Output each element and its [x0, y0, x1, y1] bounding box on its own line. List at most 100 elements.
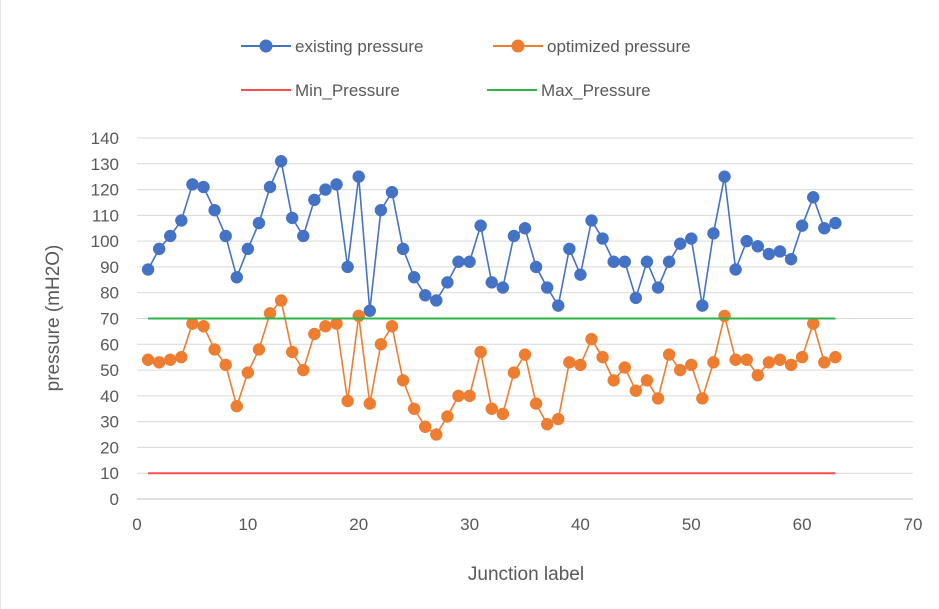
y-tick-label: 40 [100, 387, 119, 406]
data-point [152, 356, 166, 369]
data-point [751, 368, 765, 382]
data-point [629, 384, 643, 397]
data-point [784, 358, 798, 372]
data-point [274, 294, 288, 307]
data-point [640, 374, 654, 387]
data-point [396, 242, 410, 256]
data-point [463, 255, 476, 269]
data-point [629, 291, 643, 305]
data-point [806, 191, 820, 204]
data-point [662, 255, 676, 269]
series-existing-pressure [141, 154, 842, 318]
data-point [363, 304, 377, 318]
data-point [319, 319, 332, 333]
data-point [685, 358, 698, 372]
data-point [175, 350, 188, 364]
x-tick-label: 20 [349, 515, 368, 534]
y-axis-title: pressure (mH2O) [43, 245, 64, 392]
y-tick-label: 120 [91, 181, 119, 200]
data-point [230, 270, 244, 284]
data-point [795, 219, 809, 232]
y-tick-label: 70 [100, 310, 119, 329]
data-point [507, 229, 521, 243]
legend-label: optimized pressure [547, 37, 691, 56]
data-point [352, 170, 365, 183]
gridlines [137, 137, 913, 474]
data-point [507, 366, 521, 379]
legend-item: optimized pressure [493, 37, 691, 56]
series-layer [141, 154, 842, 475]
y-tick-label: 130 [91, 155, 119, 174]
data-point [208, 343, 221, 356]
data-point [740, 353, 753, 367]
data-point [285, 345, 299, 359]
data-point [164, 229, 177, 243]
data-point [496, 407, 510, 421]
data-point [518, 348, 532, 361]
data-point [540, 281, 554, 294]
y-tick-label: 110 [92, 206, 119, 225]
data-point [540, 417, 554, 431]
y-tick-label: 50 [100, 361, 119, 380]
data-point [352, 309, 365, 323]
data-point [585, 332, 598, 346]
data-point [418, 289, 432, 302]
data-point [552, 412, 565, 426]
legend: existing pressure optimized pressure Min_P… [241, 37, 691, 100]
data-point [241, 366, 255, 379]
y-tick-label: 10 [100, 464, 119, 483]
data-point [285, 211, 299, 225]
data-point [818, 222, 831, 235]
data-point [563, 242, 576, 256]
x-tick-label: 30 [460, 515, 479, 534]
legend-label: Max_Pressure [541, 81, 651, 100]
data-point [452, 255, 465, 269]
data-point [474, 345, 487, 359]
data-point [607, 255, 620, 269]
data-point [640, 255, 654, 269]
data-point [696, 299, 709, 312]
data-point [186, 178, 199, 191]
data-point [685, 232, 698, 245]
data-point [651, 392, 665, 405]
data-point [385, 319, 399, 333]
data-point [718, 309, 731, 323]
data-point [263, 180, 277, 194]
data-point [784, 252, 798, 266]
data-point [385, 185, 399, 199]
data-point [795, 350, 809, 364]
data-point [452, 389, 465, 403]
legend-item: Max_Pressure [487, 81, 651, 100]
axes: 0 10 20 30 40 50 60 70 80 90 100 110 120 130 140 0 10 20 3… [91, 129, 923, 534]
x-axis-title: Junction label [468, 564, 584, 585]
y-tick-label: 0 [110, 490, 119, 509]
data-point [252, 343, 266, 356]
data-point [673, 237, 687, 250]
legend-marker-swatch [511, 39, 525, 53]
data-point [529, 397, 543, 410]
y-tick-label: 100 [91, 232, 119, 251]
data-point [241, 242, 255, 256]
data-point [651, 281, 665, 294]
data-point [208, 203, 221, 217]
y-tick-label: 90 [100, 258, 119, 277]
data-point [773, 353, 787, 367]
data-point [341, 394, 354, 408]
data-point [662, 348, 676, 361]
x-tick-label: 40 [571, 515, 590, 534]
data-point [474, 219, 487, 232]
data-point [430, 294, 443, 307]
data-point [230, 399, 244, 413]
data-point [297, 229, 310, 243]
data-point [219, 358, 232, 372]
data-point [374, 338, 388, 351]
data-point [430, 428, 443, 441]
data-point [574, 268, 587, 281]
data-point [618, 255, 632, 269]
data-point [740, 234, 753, 248]
data-point [274, 154, 288, 168]
data-point [707, 356, 720, 369]
data-point [596, 350, 609, 364]
data-point [673, 363, 687, 377]
data-point [219, 229, 232, 243]
